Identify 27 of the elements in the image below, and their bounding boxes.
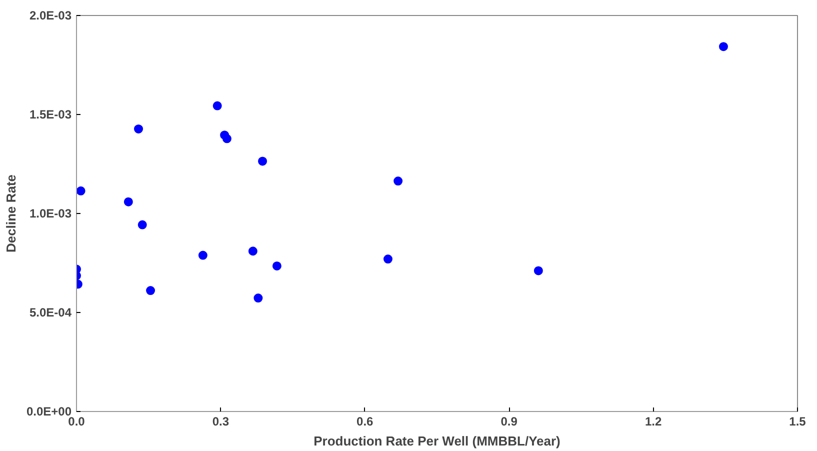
point bbox=[124, 197, 133, 206]
x-tick-label: 1.5 bbox=[789, 414, 806, 428]
x-tick-label: 1.2 bbox=[644, 414, 662, 428]
point bbox=[248, 246, 258, 256]
x-tick-label: 0.3 bbox=[212, 414, 230, 428]
point bbox=[222, 134, 232, 144]
point bbox=[383, 254, 392, 264]
point bbox=[138, 220, 147, 230]
point bbox=[534, 266, 543, 276]
y-tick-label: 2.0E-03 bbox=[29, 8, 72, 22]
y-tick-label: 1.0E-03 bbox=[29, 206, 72, 220]
point bbox=[134, 124, 144, 134]
point bbox=[394, 176, 403, 186]
point bbox=[718, 42, 728, 52]
x-tick-label: 0.6 bbox=[356, 414, 374, 428]
point bbox=[146, 286, 156, 296]
point bbox=[272, 261, 282, 270]
point bbox=[212, 101, 222, 110]
point bbox=[198, 250, 208, 260]
y-tick-label: 1.5E-03 bbox=[29, 108, 72, 122]
x-axis-title: Production Rate Per Well (MMBBL/Year) bbox=[314, 434, 560, 448]
point bbox=[258, 156, 268, 166]
point bbox=[76, 186, 86, 196]
y-tick-label: 5.0E-04 bbox=[29, 306, 72, 320]
x-tick-label: 0.9 bbox=[500, 414, 518, 428]
point bbox=[254, 294, 263, 303]
y-axis-title: Decline Rate bbox=[3, 174, 18, 253]
